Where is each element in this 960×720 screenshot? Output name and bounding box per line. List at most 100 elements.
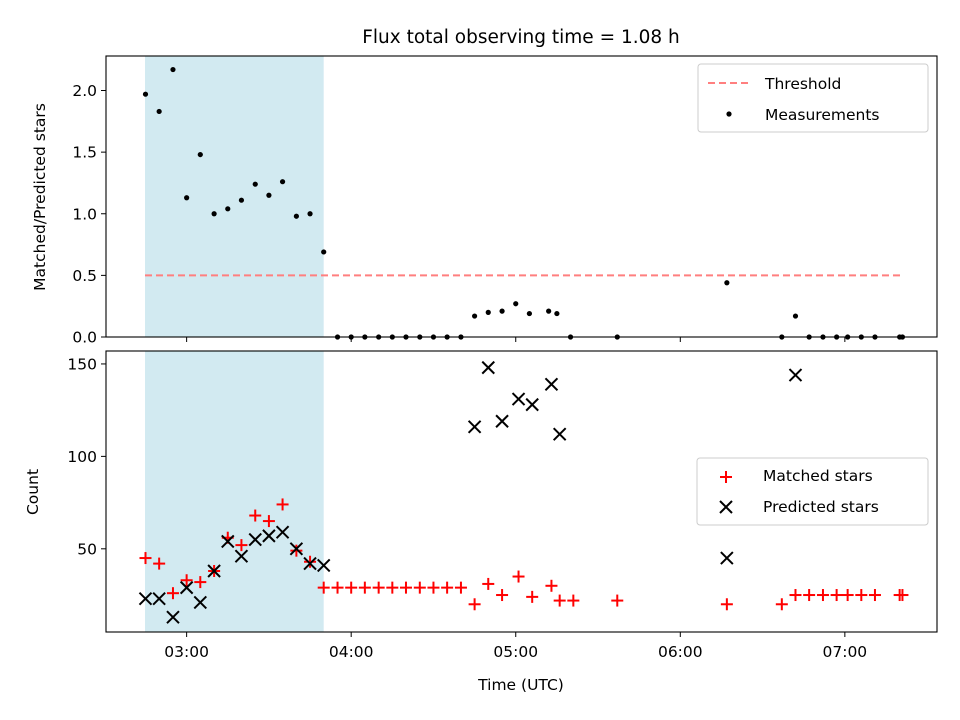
chart-title: Flux total observing time = 1.08 h — [362, 27, 680, 48]
measurement-point — [252, 181, 258, 187]
matched-star-point — [139, 552, 152, 565]
shaded-interval — [144, 56, 324, 337]
legend-matched-swatch — [720, 471, 732, 483]
predicted-star-point — [303, 556, 317, 571]
predicted-star-point — [467, 420, 482, 434]
predicted-star-point — [525, 397, 539, 412]
measurement-point — [225, 206, 231, 212]
matched-star-point — [789, 589, 802, 602]
measurement-point — [156, 108, 162, 115]
matched-star-point — [720, 598, 733, 611]
y-tick-label: 150 — [67, 355, 97, 373]
measurement-point — [170, 66, 176, 73]
y-tick-label: 50 — [77, 540, 97, 558]
measurement-point — [513, 301, 519, 307]
matched-star-point — [386, 581, 399, 594]
matched-star-point — [468, 598, 481, 611]
measurement-point — [238, 197, 245, 203]
matched-star-point — [526, 590, 539, 603]
matched-star-point — [194, 576, 207, 589]
predicted-star-point — [481, 360, 495, 375]
matched-star-point — [153, 557, 166, 570]
matched-star-point — [235, 539, 248, 552]
matched-star-point — [454, 581, 467, 594]
x-tick-label: 07:00 — [823, 643, 868, 661]
measurement-point — [293, 213, 299, 219]
matched-star-point — [567, 594, 580, 607]
y-tick-label: 1.0 — [72, 205, 97, 223]
count-y-axis-label: Count — [24, 469, 42, 515]
matched-star-point — [276, 498, 289, 511]
matched-star-point — [345, 581, 358, 594]
measurement-point — [307, 211, 313, 217]
measurement-point — [184, 195, 190, 201]
legend-measurements-label: Measurements — [765, 106, 880, 124]
predicted-star-point — [262, 529, 276, 543]
measurement-point — [554, 310, 560, 317]
matched-star-point — [512, 570, 525, 583]
matched-star-point — [262, 515, 275, 528]
predicted-star-point — [544, 377, 559, 391]
measurement-point — [197, 151, 203, 158]
matched-star-point — [180, 574, 193, 587]
measurement-point — [499, 308, 505, 314]
legend-measurements-swatch — [726, 111, 732, 117]
ratio-y-axis-label: Matched/Predicted stars — [31, 103, 49, 291]
matched-star-point — [427, 581, 440, 594]
count-panel-frame — [105, 350, 938, 633]
matched-star-point — [413, 581, 426, 594]
matched-star-point — [545, 579, 558, 592]
predicted-star-point — [179, 580, 194, 595]
matched-star-point — [358, 581, 371, 594]
matched-star-point — [399, 581, 412, 594]
predicted-star-point — [720, 551, 734, 565]
y-tick-label: 1.5 — [72, 144, 97, 162]
predicted-star-point — [495, 414, 509, 428]
matched-star-point — [841, 589, 854, 602]
y-tick-label: 0.0 — [72, 329, 97, 347]
matched-star-point — [803, 589, 816, 602]
measurement-point — [266, 192, 272, 198]
measurement-point — [279, 179, 286, 185]
predicted-star-point — [289, 542, 304, 556]
matched-star-point — [553, 594, 566, 607]
y-tick-label: 100 — [67, 448, 97, 466]
predicted-star-point — [275, 525, 290, 539]
x-tick-label: 06:00 — [658, 643, 703, 661]
measurement-point — [472, 313, 478, 319]
matched-star-point — [441, 581, 454, 594]
matched-star-point — [896, 589, 909, 602]
y-tick-label: 0.5 — [72, 267, 97, 285]
legend-threshold-label: Threshold — [764, 75, 841, 93]
shaded-interval — [144, 351, 324, 632]
matched-star-point — [372, 581, 385, 594]
measurement-point — [546, 308, 552, 314]
measurement-point — [485, 309, 491, 315]
x-tick-label: 03:00 — [164, 643, 209, 661]
predicted-star-point — [221, 534, 235, 549]
matched-star-point — [482, 577, 495, 590]
measurement-point — [142, 91, 149, 97]
measurement-point — [211, 211, 217, 217]
matched-star-point — [775, 598, 788, 611]
count-legend: Matched stars Predicted stars — [696, 457, 929, 526]
matched-star-point — [249, 509, 262, 522]
matched-star-point — [304, 555, 317, 568]
matched-star-point — [611, 594, 624, 607]
measurement-point — [526, 310, 532, 317]
predicted-star-point — [166, 610, 180, 624]
predicted-star-point — [193, 595, 207, 610]
predicted-star-point — [552, 427, 567, 441]
predicted-star-point — [234, 549, 249, 563]
matched-star-point — [868, 589, 881, 602]
predicted-star-point — [316, 558, 331, 573]
legend-predicted-swatch — [719, 500, 733, 514]
predicted-star-point — [511, 392, 526, 406]
matched-star-point — [496, 589, 509, 602]
matched-star-point — [166, 587, 179, 600]
matched-star-point — [816, 589, 829, 602]
measurement-point — [724, 280, 730, 286]
matched-star-point — [331, 581, 344, 594]
